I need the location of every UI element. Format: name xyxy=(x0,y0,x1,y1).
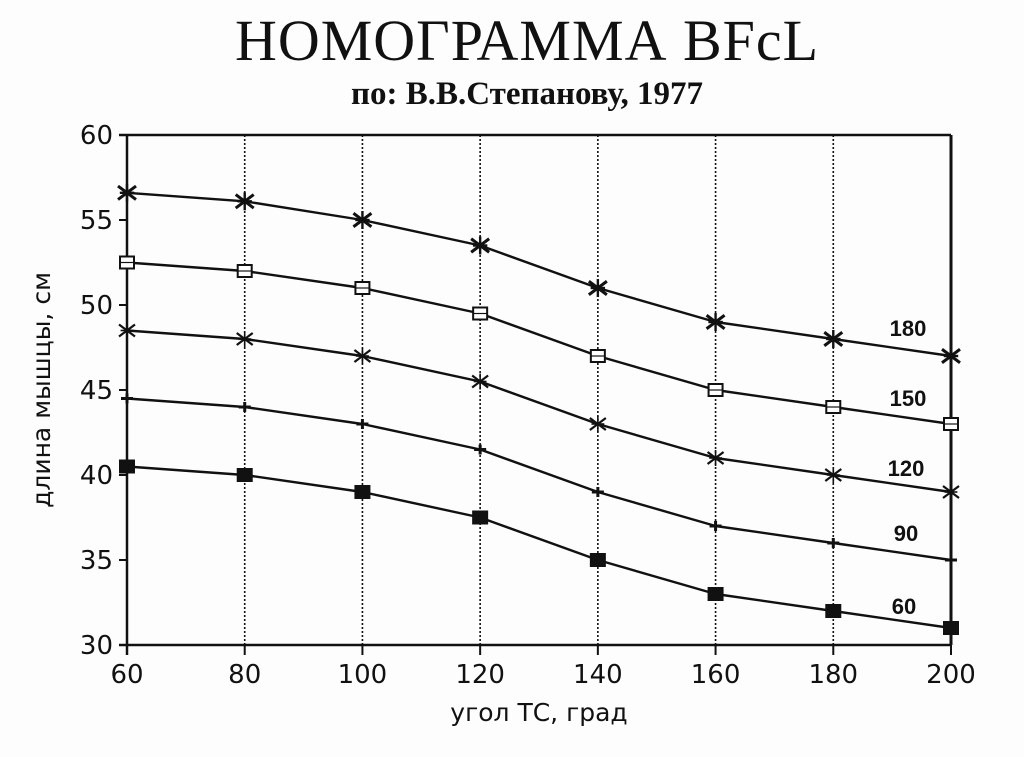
y-tick-label: 60 xyxy=(80,121,113,151)
x-tick-label: 100 xyxy=(338,660,388,690)
x-tick-label: 140 xyxy=(573,660,623,690)
series-markers xyxy=(117,183,961,635)
y-tick-label: 45 xyxy=(80,376,113,406)
x-tick-label: 200 xyxy=(926,660,976,690)
series-label-60: 60 xyxy=(892,594,916,619)
series-label-120: 120 xyxy=(888,456,925,481)
series-line-180 xyxy=(126,191,952,358)
series-markers-120 xyxy=(118,322,960,500)
x-tick-label: 60 xyxy=(110,660,143,690)
series-markers-150 xyxy=(119,255,959,431)
series-markers-90 xyxy=(121,393,957,565)
x-axis-title: угол ТС, град xyxy=(450,698,627,727)
y-tick-label: 35 xyxy=(80,546,113,576)
series-label-180: 180 xyxy=(890,316,927,341)
x-axis: 60 80 100 120 140 160 180 200 xyxy=(110,645,976,690)
chart-title: НОМОГРАММА BFcL xyxy=(234,8,820,73)
series-line-150 xyxy=(126,261,952,426)
series-line-120 xyxy=(126,329,952,494)
series-label-90: 90 xyxy=(894,521,918,546)
y-axis: 30 35 40 45 50 55 60 xyxy=(80,121,127,661)
y-tick-label: 50 xyxy=(80,291,113,321)
x-tick-label: 180 xyxy=(808,660,858,690)
plot-frame xyxy=(119,133,953,655)
y-tick-label: 40 xyxy=(80,461,113,491)
chart-subtitle: по: В.В.Степанову, 1977 xyxy=(350,76,704,112)
y-tick-label: 30 xyxy=(80,631,113,661)
series-line-90 xyxy=(126,397,952,562)
series-line-60 xyxy=(126,465,952,630)
x-tick-label: 120 xyxy=(455,660,505,690)
x-tick-label: 160 xyxy=(691,660,741,690)
y-axis-title: длина мышцы, см xyxy=(27,272,56,508)
vertical-gridlines xyxy=(126,135,952,645)
series-markers-180 xyxy=(117,183,961,365)
series-labels: 180 150 120 90 60 xyxy=(888,316,927,619)
series-lines xyxy=(126,191,952,630)
x-tick-label: 80 xyxy=(228,660,261,690)
series-label-150: 150 xyxy=(890,386,927,411)
series-markers-60 xyxy=(119,459,959,635)
y-tick-label: 55 xyxy=(80,206,113,236)
